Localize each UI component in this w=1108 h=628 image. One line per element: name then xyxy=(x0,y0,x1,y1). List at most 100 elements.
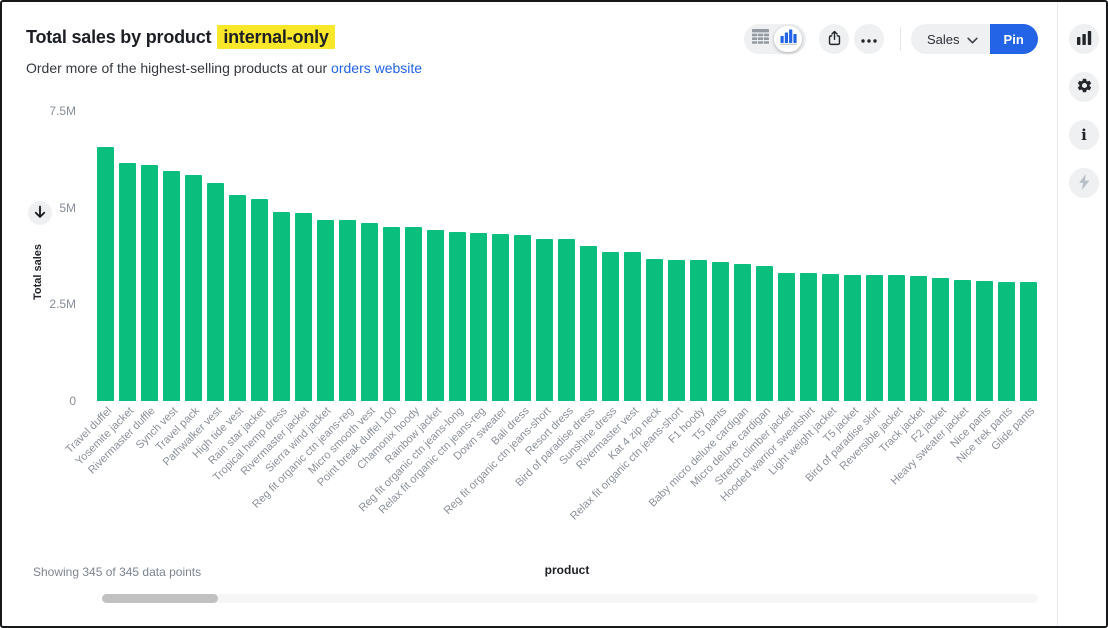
bar[interactable] xyxy=(426,230,444,401)
bar[interactable] xyxy=(140,164,158,401)
bar[interactable] xyxy=(272,211,290,401)
internal-only-badge: internal-only xyxy=(217,25,335,49)
bar[interactable] xyxy=(690,260,708,401)
table-view-button[interactable] xyxy=(746,26,774,52)
bar[interactable] xyxy=(470,232,488,401)
x-tick-label: Sierra wind jacket xyxy=(263,405,334,475)
pin-button[interactable]: Pin xyxy=(989,24,1038,54)
scrollbar-thumb[interactable] xyxy=(102,594,218,603)
bar[interactable] xyxy=(602,251,620,401)
bar[interactable] xyxy=(712,261,730,401)
bar[interactable] xyxy=(360,222,378,401)
bar[interactable] xyxy=(778,272,796,401)
x-tick-label: Sunshine dress xyxy=(557,405,620,468)
bar[interactable] xyxy=(909,275,927,401)
view-toggle[interactable] xyxy=(744,24,806,54)
x-tick-label: High tide vest xyxy=(190,405,246,461)
y-tick-label: 7.5M xyxy=(49,104,76,118)
x-tick-label: Kat 4 zip neck xyxy=(606,405,664,463)
more-options-button[interactable] xyxy=(854,24,884,54)
x-tick-label: Bali dress xyxy=(488,405,532,448)
bar[interactable] xyxy=(404,227,422,401)
sales-dropdown[interactable]: Sales xyxy=(911,24,990,54)
lightning-button[interactable] xyxy=(1069,168,1099,198)
x-tick-label: Yosemite jacket xyxy=(73,405,136,468)
x-tick-label: Reversible jacket xyxy=(837,405,906,473)
x-tick-label: Nice pants xyxy=(947,405,993,451)
bar[interactable] xyxy=(975,281,993,401)
bar[interactable] xyxy=(865,274,883,401)
bar[interactable] xyxy=(756,266,774,401)
sales-dropdown-label: Sales xyxy=(927,31,960,47)
x-tick-label: Synch vest xyxy=(133,405,180,452)
x-tick-label: Micro smooth vest xyxy=(306,405,378,477)
bar[interactable] xyxy=(514,234,532,401)
bar[interactable] xyxy=(800,273,817,401)
chart-view-button[interactable] xyxy=(774,26,802,52)
bar[interactable] xyxy=(953,279,971,401)
settings-button[interactable] xyxy=(1069,72,1099,102)
x-axis-ticks: Travel duffel Yosemite jacket Rivermaster … xyxy=(63,405,1037,555)
bar[interactable] xyxy=(162,171,180,401)
bar[interactable] xyxy=(338,220,356,401)
x-tick-label: Resort dress xyxy=(522,405,576,458)
data-points-status: Showing 345 of 345 data points xyxy=(33,565,202,579)
bar[interactable] xyxy=(206,182,224,401)
bar[interactable] xyxy=(250,199,268,401)
bar[interactable] xyxy=(294,212,312,401)
bar[interactable] xyxy=(580,245,598,401)
bar[interactable] xyxy=(734,264,752,401)
x-tick-label: T5 jacket xyxy=(821,405,862,446)
x-tick-label: Track jacket xyxy=(876,405,928,456)
x-tick-label: F1 hoody xyxy=(666,405,708,446)
x-tick-label: Nice trek pants xyxy=(954,405,1015,466)
bar[interactable] xyxy=(668,259,686,401)
bar-chart-icon xyxy=(779,29,797,50)
bar[interactable] xyxy=(228,195,246,401)
bar[interactable] xyxy=(536,239,554,401)
gear-icon xyxy=(1076,77,1093,97)
x-tick-label: Bird of paradise dress xyxy=(513,405,598,490)
bar[interactable] xyxy=(492,233,510,401)
x-tick-label: Stretch climber jacket xyxy=(712,405,796,488)
bar[interactable] xyxy=(184,174,202,401)
orders-website-link[interactable]: orders website xyxy=(331,60,423,76)
bar[interactable] xyxy=(558,239,576,401)
bar[interactable] xyxy=(931,278,949,401)
sales-pin-group: Sales Pin xyxy=(911,24,1038,54)
x-tick-label: Point break duffel 100 xyxy=(315,405,400,490)
x-tick-label: Rivermaster vest xyxy=(574,405,642,472)
info-icon: i xyxy=(1081,125,1087,144)
x-tick-label: Rivermaster jacket xyxy=(238,405,312,478)
x-tick-label: Bird of paradise skirt xyxy=(803,405,884,485)
horizontal-scrollbar[interactable] xyxy=(102,594,1038,603)
bar[interactable] xyxy=(624,252,642,401)
chart-subtitle: Order more of the highest-selling produc… xyxy=(26,60,422,76)
bar[interactable] xyxy=(382,227,400,401)
x-tick-label: Glide pants xyxy=(989,405,1037,453)
bar[interactable] xyxy=(997,281,1015,401)
bar[interactable] xyxy=(1019,281,1037,401)
bar[interactable] xyxy=(118,163,136,401)
bar[interactable] xyxy=(316,220,334,401)
x-tick-label: Baby micro deluxe cardigan xyxy=(646,405,752,510)
y-tick-label: 5M xyxy=(59,200,76,215)
chart-panel-button[interactable] xyxy=(1069,24,1099,54)
x-tick-label: Light weight jacket xyxy=(766,405,840,478)
table-icon xyxy=(751,29,769,49)
bar[interactable] xyxy=(646,259,664,401)
side-panel: i xyxy=(1057,2,1106,626)
bar[interactable] xyxy=(843,274,861,401)
bar[interactable] xyxy=(887,275,905,401)
bar[interactable] xyxy=(821,274,839,401)
bar[interactable] xyxy=(448,232,466,401)
lightning-icon xyxy=(1078,173,1091,193)
x-tick-label: Relax fit organic ctn jeans-reg xyxy=(376,405,488,517)
share-button[interactable] xyxy=(819,24,849,54)
sort-descending-button[interactable] xyxy=(28,201,52,225)
info-button[interactable]: i xyxy=(1069,120,1099,150)
x-tick-label: Rainbow jacket xyxy=(382,405,444,467)
bar[interactable] xyxy=(97,147,114,401)
x-tick-label: F2 jacket xyxy=(909,405,950,446)
